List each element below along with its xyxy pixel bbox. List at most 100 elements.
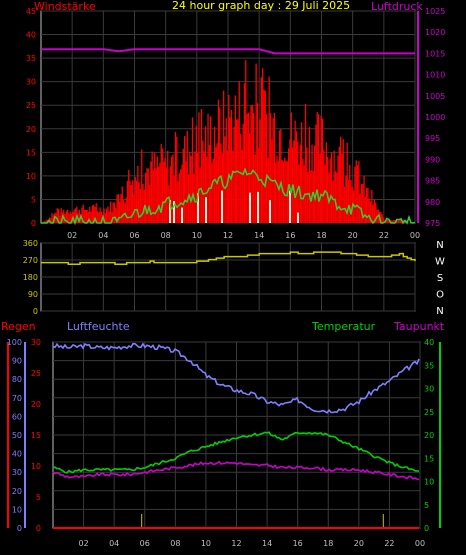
- wind-gust-bar: [185, 161, 187, 223]
- wind-direction-line: [41, 251, 416, 265]
- wind-x-tick-label: 04: [98, 231, 108, 240]
- wind-gust-bar: [122, 200, 125, 223]
- wind-gust-bar: [173, 175, 175, 223]
- wind-gust-bar: [210, 116, 212, 223]
- wind-gust-bar: [329, 158, 331, 223]
- wind-gust-bar: [142, 183, 144, 223]
- wind-gust-bar: [96, 211, 99, 223]
- weather-x-tick-label: 14: [262, 539, 272, 548]
- humidity-y-tick-label: 90: [12, 357, 22, 366]
- weather-x-tick-label: 18: [323, 539, 333, 548]
- temperature-y-tick-label: 35: [424, 361, 434, 370]
- wind-gust-bar: [146, 168, 148, 223]
- wind-gust-bar: [367, 187, 369, 223]
- wind-gust-bar: [392, 220, 394, 223]
- rain-y-tick-label: 20: [31, 400, 41, 409]
- wind-y-tick-label: 20: [26, 125, 36, 134]
- wind-gust-bar: [280, 129, 282, 223]
- wind-gust-bar: [259, 119, 261, 223]
- wind-gust-bar: [350, 180, 352, 223]
- direction-y-tick-label: 180: [23, 273, 38, 282]
- wind-gust-bar: [356, 165, 359, 223]
- wind-gust-bar: [316, 112, 318, 223]
- pressure-y-tick-label: 1015: [425, 49, 445, 58]
- wind-x-tick-label: 08: [161, 231, 171, 240]
- pressure-y-tick-label: 1020: [425, 28, 445, 37]
- wind-gust-bar: [393, 220, 395, 223]
- wind-gust-bar: [317, 114, 320, 223]
- wind-gust-bar: [194, 151, 196, 223]
- wind-gust-bar: [138, 182, 140, 223]
- wind-gust-bar: [323, 150, 325, 223]
- wind-gust-bar: [238, 81, 240, 223]
- pressure-y-tick-label: 1010: [425, 71, 445, 80]
- weather-grid: [53, 341, 421, 529]
- rain-y-tick-label: 25: [31, 369, 41, 378]
- compass-label-n: N: [436, 240, 443, 251]
- temperature-y-tick-label: 10: [424, 478, 434, 487]
- humidity-line: [52, 342, 420, 414]
- wind-gust-bar: [93, 204, 95, 223]
- wind-gust-bar: [372, 205, 374, 223]
- dewpoint-label: Taupunkt: [393, 320, 445, 333]
- wind-gust-bar: [59, 215, 61, 223]
- wind-gust-bar: [91, 205, 93, 223]
- temperature-line: [52, 431, 420, 474]
- wind-x-tick-label: 18: [316, 231, 326, 240]
- wind-gust-bar: [191, 117, 194, 223]
- humidity-label: Luftfeuchte: [67, 320, 130, 333]
- wind-y-tick-label: 25: [26, 101, 36, 110]
- wind-gust-bar: [346, 142, 348, 223]
- wind-gust-bar: [128, 170, 130, 223]
- wind-gust-bar: [228, 95, 230, 223]
- wind-gust-bar: [221, 153, 223, 223]
- wind-gust-bar: [158, 166, 160, 223]
- wind-gust-bar: [250, 105, 252, 223]
- wind-gust-bar: [68, 213, 70, 223]
- wind-gust-bar: [172, 154, 174, 223]
- temperature-y-tick-label: 0: [424, 524, 429, 533]
- dewpoint-line: [52, 460, 420, 481]
- wind-gust-bar: [382, 217, 385, 223]
- wind-light-bars: [169, 190, 299, 223]
- temperature-y-tick-label: 15: [424, 454, 434, 463]
- wind-gust-bar: [156, 156, 158, 223]
- pressure-y-tick-label: 1000: [425, 113, 445, 122]
- wind-gust-bar: [208, 145, 210, 223]
- rain-label: Regen: [1, 320, 36, 333]
- weather-panel: Regen Luftfeuchte Temperatur Taupunkt 0 5…: [1, 320, 445, 548]
- pressure-y-tick-label: 980: [425, 198, 440, 207]
- wind-gust-bar: [265, 114, 268, 223]
- wind-gust-bar: [50, 218, 52, 223]
- wind-gust-bar: [225, 118, 227, 223]
- wind-x-tick-label: 02: [67, 231, 77, 240]
- humidity-y-tick-label: 40: [12, 450, 22, 459]
- wind-gust-bar: [109, 201, 112, 223]
- wind-gust-bar: [260, 77, 262, 223]
- wind-gust-bar: [133, 194, 135, 223]
- pressure-y-tick-label: 990: [425, 155, 440, 164]
- temperature-label: Temperatur: [311, 320, 376, 333]
- wind-gust-bar: [85, 210, 87, 223]
- wind-gust-bar: [254, 154, 256, 223]
- wind-gust-bar: [341, 153, 343, 223]
- wind-y-tick-label: 30: [26, 78, 36, 87]
- temperature-y-tick-label: 30: [424, 385, 434, 394]
- wind-gust-bar: [134, 176, 136, 223]
- wind-gust-bar: [213, 126, 216, 223]
- wind-gust-bar: [94, 206, 96, 223]
- temperature-y-tick-label: 20: [424, 431, 434, 440]
- wind-gust-bar: [129, 180, 131, 223]
- wind-light-bar: [169, 200, 171, 223]
- pressure-y-tick-label: 985: [425, 177, 440, 186]
- wind-gust-bar: [100, 211, 103, 223]
- wind-gust-bar: [307, 172, 309, 223]
- weather-x-tick-label: 00: [415, 539, 425, 548]
- wind-gust-bar: [321, 118, 324, 223]
- wind-x-tick-label: 22: [379, 231, 389, 240]
- compass-label-s: S: [437, 273, 443, 284]
- wind-gust-bar: [197, 153, 199, 223]
- wind-light-bar: [257, 191, 259, 223]
- wind-gust-bar: [152, 170, 155, 223]
- wind-gust-bar: [43, 221, 45, 223]
